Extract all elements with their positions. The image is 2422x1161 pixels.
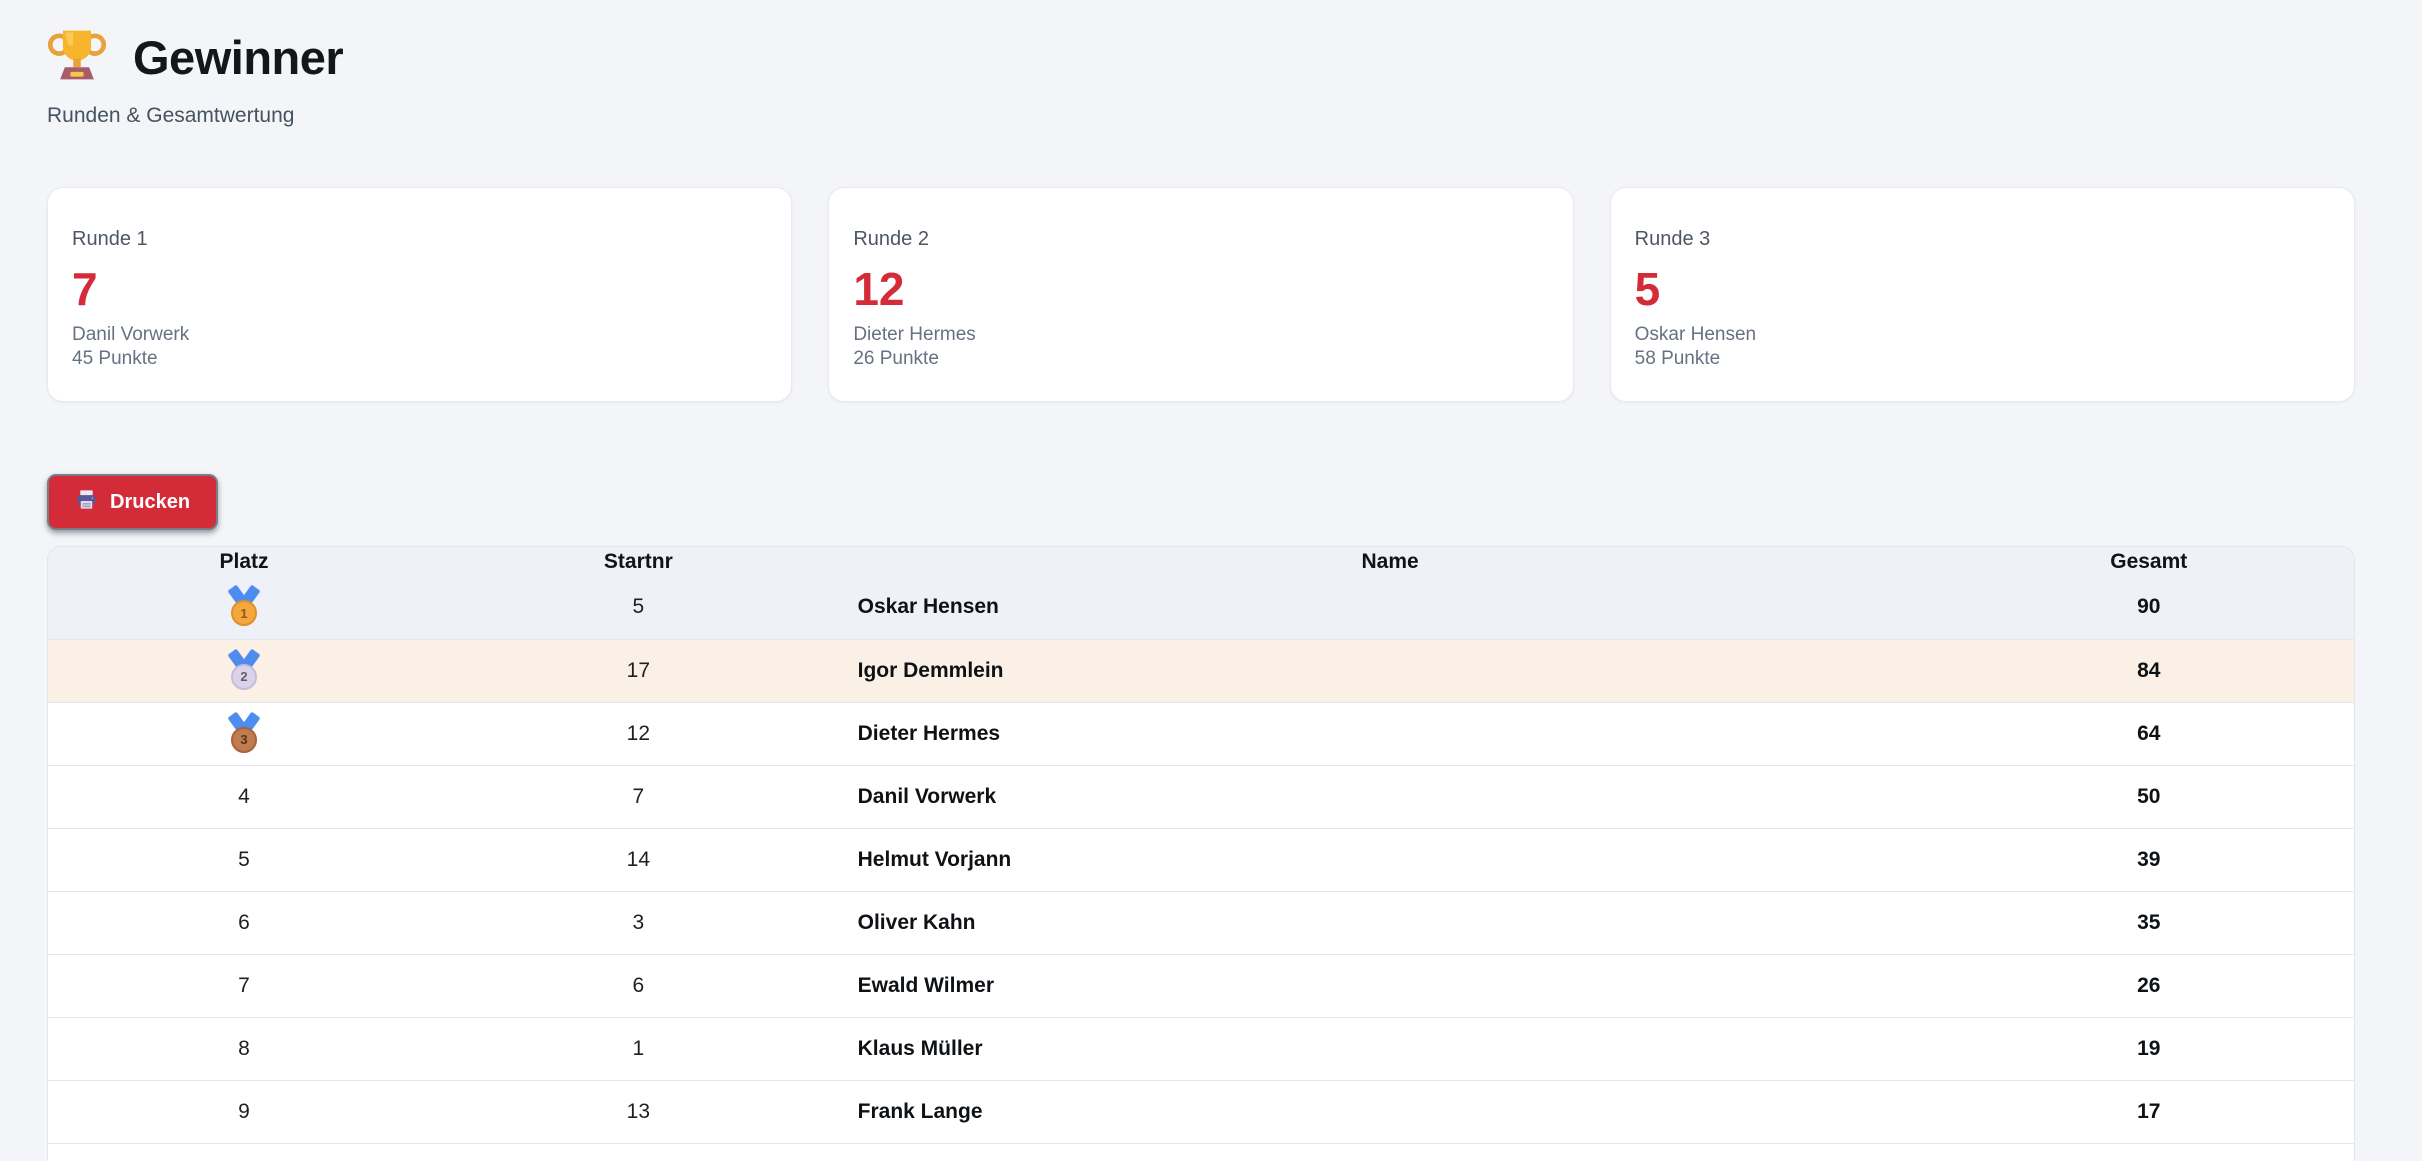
round-winner-name: Dieter Hermes	[853, 324, 976, 346]
platz-cell: 1	[48, 576, 440, 639]
gesamt-cell: 50	[1943, 764, 2354, 828]
startnr-cell: 7	[440, 764, 837, 828]
table-row: 6 3 Oliver Kahn 35	[48, 890, 2354, 954]
round-card-1: Runde 1 7 Danil Vorwerk 45 Punkte	[47, 187, 793, 402]
startnr-cell: 1	[440, 1016, 837, 1080]
platz-cell: 2	[48, 638, 441, 702]
platz-cell: 6	[48, 890, 441, 954]
bronze-medal-icon: 3	[226, 711, 262, 755]
column-header-platz: Platz	[219, 550, 269, 573]
round-winner-startnr: 5	[1634, 263, 1661, 315]
startnr-cell: 3	[440, 890, 837, 954]
results-table: Platz Startnr Name Gesamt 1 5 Oskar Hens…	[47, 546, 2355, 1161]
platz-cell: 9	[48, 1079, 441, 1143]
gesamt-cell: 84	[1943, 638, 2354, 702]
platz-cell: 3	[48, 701, 441, 765]
gesamt-cell: 90	[2137, 595, 2161, 619]
silver-medal-icon: 2	[226, 648, 262, 692]
name-cell: Oliver Kahn	[836, 890, 1944, 954]
gesamt-cell: 26	[1943, 953, 2354, 1017]
name-cell: Dieter Hermes	[836, 701, 1944, 765]
name-cell: Klaus Müller	[836, 1016, 1944, 1080]
table-row: 7 6 Ewald Wilmer 26	[48, 953, 2354, 1017]
gesamt-cell: 17	[1943, 1079, 2354, 1143]
name-cell: Ewald Wilmer	[836, 953, 1944, 1017]
table-header-row: Platz Startnr Name Gesamt	[48, 547, 2354, 576]
table-row: 8 1 Klaus Müller 19	[48, 1016, 2354, 1080]
round-label: Runde 3	[1634, 228, 1711, 250]
print-button[interactable]: Drucken	[47, 474, 219, 530]
round-card-3: Runde 3 5 Oskar Hensen 58 Punkte	[1609, 187, 2355, 402]
column-header-startnr: Startnr	[603, 550, 673, 573]
column-header-gesamt: Gesamt	[2110, 550, 2188, 573]
round-card-2: Runde 2 12 Dieter Hermes 26 Punkte	[828, 187, 1574, 402]
gold-medal-icon: 1	[226, 584, 262, 628]
name-cell: Danil Vorwerk	[836, 764, 1944, 828]
table-row: 2 17 Igor Demmlein 84	[48, 638, 2354, 702]
round-winner-points: 26 Punkte	[853, 348, 939, 370]
gesamt-cell: 19	[1943, 1016, 2354, 1080]
round-winner-startnr: 12	[853, 263, 905, 315]
page-header: Gewinner Runden & Gesamtwertung	[47, 24, 2355, 128]
column-header-name: Name	[1361, 550, 1419, 573]
platz-cell: 8	[48, 1016, 441, 1080]
printer-icon	[75, 488, 98, 517]
round-winner-name: Oskar Hensen	[1634, 324, 1757, 346]
table-row: 9 13 Frank Lange 17	[48, 1079, 2354, 1143]
startnr-cell: 12	[440, 701, 837, 765]
platz-cell: 7	[48, 953, 441, 1017]
startnr-cell: 13	[440, 1079, 837, 1143]
table-row: 1 5 Oskar Hensen 90	[48, 576, 2354, 639]
page-title: Gewinner	[133, 30, 344, 84]
round-label: Runde 2	[853, 228, 929, 250]
name-cell: Oskar Hensen	[857, 595, 999, 619]
gesamt-cell: 39	[1943, 827, 2354, 891]
name-cell: Igor Demmlein	[836, 638, 1944, 702]
round-winner-name: Danil Vorwerk	[72, 324, 190, 346]
round-winner-points: 58 Punkte	[1634, 348, 1721, 370]
table-row: 3 12 Dieter Hermes 64	[48, 701, 2354, 765]
round-winner-cards: Runde 1 7 Danil Vorwerk 45 Punkte Runde …	[47, 187, 2355, 402]
startnr-cell: 17	[440, 638, 837, 702]
platz-cell: 5	[48, 827, 441, 891]
startnr-cell: 6	[440, 953, 837, 1017]
table-row: 4 7 Danil Vorwerk 50	[48, 764, 2354, 828]
gesamt-cell: 35	[1943, 890, 2354, 954]
startnr-cell: 5	[632, 595, 645, 619]
startnr-cell: 14	[440, 827, 837, 891]
trophy-icon	[47, 25, 107, 90]
name-cell: Frank Lange	[836, 1079, 1944, 1143]
round-winner-startnr: 7	[72, 263, 98, 315]
gesamt-cell: 64	[1943, 701, 2354, 765]
round-winner-points: 45 Punkte	[72, 348, 158, 370]
page-subtitle: Runden & Gesamtwertung	[47, 104, 295, 127]
round-label: Runde 1	[72, 228, 148, 250]
name-cell: Helmut Vorjann	[836, 827, 1944, 891]
platz-cell: 4	[48, 764, 441, 828]
table-row-partial	[48, 1142, 2354, 1161]
table-row: 5 14 Helmut Vorjann 39	[48, 827, 2354, 891]
print-button-label: Drucken	[110, 490, 191, 513]
